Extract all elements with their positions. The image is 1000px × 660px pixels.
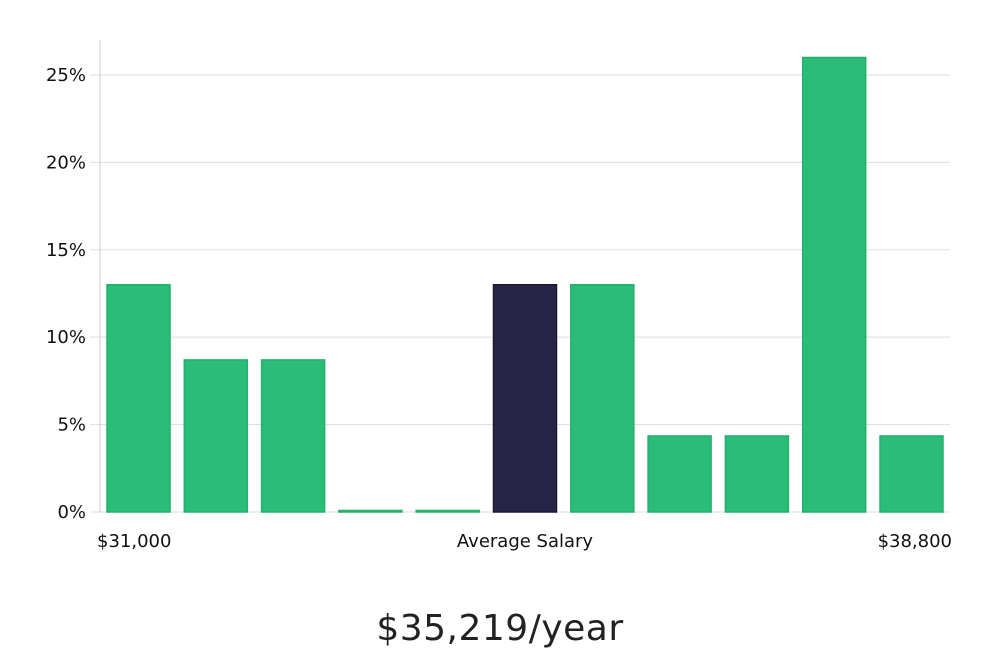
bar bbox=[801, 56, 867, 513]
bar bbox=[260, 359, 326, 513]
bars bbox=[106, 56, 944, 513]
bar bbox=[647, 435, 712, 513]
bar-average-salary bbox=[492, 283, 558, 513]
y-axis-tick-labels: 0% 5% 10% 15% 20% 25% bbox=[46, 65, 86, 523]
y-tick-label: 20% bbox=[46, 152, 86, 173]
y-tick-label: 5% bbox=[57, 415, 86, 436]
x-label-min: $31,000 bbox=[97, 531, 171, 552]
y-tick-label: 25% bbox=[46, 65, 86, 86]
x-label-average: Average Salary bbox=[457, 531, 594, 552]
y-tick-label: 0% bbox=[57, 502, 86, 523]
y-tick-label: 15% bbox=[46, 240, 86, 261]
bar bbox=[570, 283, 635, 513]
salary-histogram: 0%5%10%15%20%25% $31,000 Average Salary … bbox=[46, 40, 952, 552]
bar bbox=[724, 435, 790, 513]
y-tick-label: 10% bbox=[46, 327, 86, 348]
bar bbox=[183, 359, 249, 513]
bar bbox=[338, 509, 403, 513]
average-salary-headline: $35,219/year bbox=[376, 608, 624, 649]
x-label-max: $38,800 bbox=[878, 531, 952, 552]
bar bbox=[106, 283, 171, 513]
bar bbox=[415, 509, 480, 513]
bar bbox=[879, 435, 944, 513]
